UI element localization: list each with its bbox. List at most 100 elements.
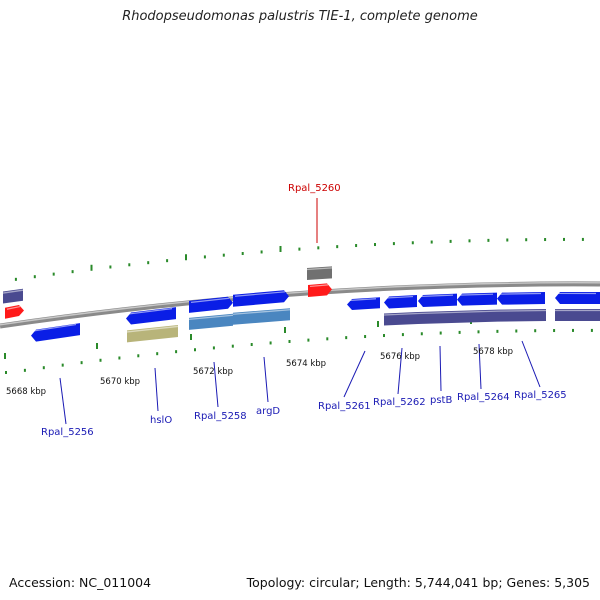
leader-line [478, 343, 482, 390]
tick-mark [194, 348, 196, 352]
rna-band [188, 313, 234, 330]
gene-arrow [418, 293, 457, 308]
tick-mark-major [4, 353, 6, 359]
tick-mark [420, 332, 423, 336]
gene-shape [308, 283, 332, 297]
gene-label[interactable]: Rpal_5264 [457, 392, 510, 403]
accession-text: Accession: NC_011004 [9, 575, 152, 590]
scale-label: 5668 kbp [6, 387, 46, 397]
tick-mark [137, 354, 140, 358]
tick-mark [185, 254, 187, 261]
gene-shine [348, 298, 377, 302]
tick-mark [544, 238, 547, 242]
gene-features [2, 266, 600, 343]
tick-mark [222, 253, 225, 257]
tick-mark [14, 277, 17, 281]
band-shape [233, 308, 290, 325]
gene-arrow [384, 295, 417, 309]
gene-shine [32, 323, 77, 332]
tick-mark [563, 237, 565, 241]
rna-band [383, 312, 419, 326]
tick-mark-major [96, 343, 98, 349]
band-shape [555, 308, 600, 321]
tick-mark [212, 346, 215, 350]
gene-shape [31, 323, 80, 342]
gene-shape [384, 295, 417, 309]
gene-label[interactable]: Rpal_5262 [373, 397, 426, 408]
gene-arrow [233, 290, 289, 307]
tick-mark [61, 363, 64, 367]
scale-label: 5678 kbp [473, 347, 513, 357]
tick-mark [175, 350, 178, 354]
rna-band [126, 324, 179, 343]
tick-mark [260, 250, 263, 254]
gene-arrow [555, 291, 600, 304]
scale-label: 5670 kbp [100, 377, 140, 387]
tick-mark [42, 366, 45, 370]
leader-line [154, 367, 159, 412]
tick-mark [553, 329, 556, 333]
genome-backbone [0, 281, 600, 329]
tick-mark-major [190, 334, 192, 340]
tick-mark [374, 243, 376, 247]
tick-mark [411, 241, 414, 245]
tick-mark [581, 237, 584, 241]
band-shape [127, 324, 178, 343]
tick-mark [345, 336, 348, 340]
tick-mark [383, 334, 385, 338]
tick-mark [590, 328, 593, 332]
tick-mark [572, 328, 574, 332]
leader-line [397, 347, 403, 395]
gene-shape [233, 290, 289, 307]
gene-label[interactable]: Rpal_5265 [514, 390, 567, 401]
gene-arrow [126, 307, 176, 325]
tick-mark [525, 238, 528, 242]
leader-line [439, 345, 442, 392]
rna-band [2, 288, 24, 304]
topology-text: Topology: circular; Length: 5,744,041 bp… [246, 575, 590, 590]
gene-label[interactable]: argD [256, 406, 280, 417]
gene-shape [189, 296, 233, 313]
gene-shine [498, 292, 542, 295]
leader-line [343, 350, 366, 398]
gene-label[interactable]: hslO [150, 415, 172, 426]
band-shine [306, 267, 333, 271]
gene-shine [6, 305, 21, 310]
gene-shine [385, 295, 414, 299]
band-shine [126, 325, 179, 333]
tick-mark-major [284, 327, 286, 333]
tick-mark [250, 343, 253, 347]
backbone-highlight [0, 282, 600, 326]
band-shine [232, 309, 291, 315]
rna-band [232, 308, 291, 325]
tick-mark [288, 339, 291, 343]
leader-line [521, 340, 541, 388]
scale-label: 5674 kbp [286, 359, 326, 369]
gene-shine [127, 308, 173, 315]
tick-mark [534, 329, 537, 333]
tick-mark [449, 239, 452, 243]
tick-mark [496, 329, 499, 333]
rna-band [497, 309, 547, 322]
tick-mark [109, 265, 112, 269]
tick-mark [439, 331, 442, 335]
gene-shape [497, 292, 545, 305]
gene-label[interactable]: pstB [430, 395, 452, 406]
tick-mark [5, 371, 7, 374]
tick-mark [33, 275, 36, 279]
rna-band [417, 309, 499, 325]
tick-mark [364, 335, 367, 339]
tick-mark [477, 330, 480, 334]
label-leaders [59, 198, 541, 425]
gene-shape [555, 291, 600, 304]
gene-label[interactable]: Rpal_5258 [194, 411, 247, 422]
gene-label[interactable]: Rpal_5261 [318, 401, 371, 412]
gene-arrow [31, 323, 80, 342]
tick-mark [336, 245, 339, 249]
gene-label[interactable]: Rpal_5260 [288, 183, 341, 194]
tick-mark [269, 341, 272, 345]
gene-arrow [497, 292, 545, 305]
tick-mark [128, 263, 131, 267]
gene-label[interactable]: Rpal_5256 [41, 427, 94, 438]
